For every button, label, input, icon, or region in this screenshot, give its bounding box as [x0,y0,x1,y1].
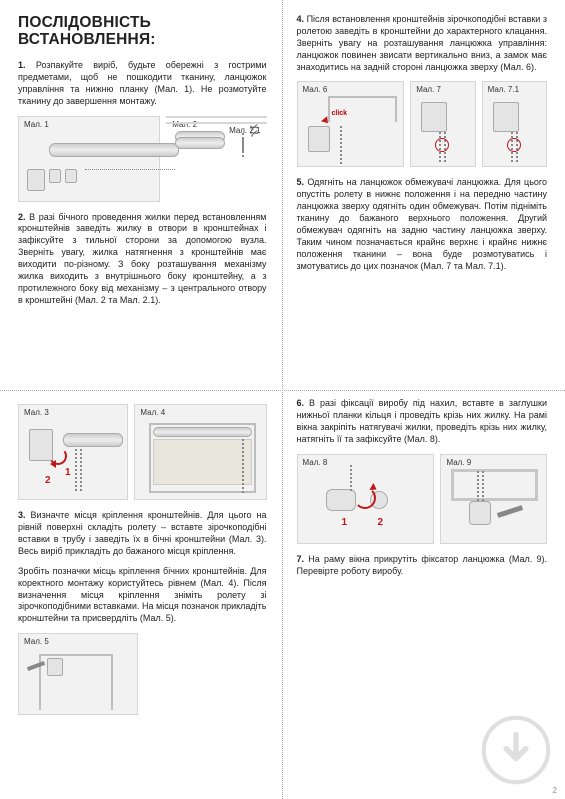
figure-7-1: Мал. 7.1 [482,81,547,167]
quadrant-left-top: ПОСЛІДОВНІСТЬ ВСТАНОВЛЕННЯ: 1. Розпакуйт… [0,0,283,388]
figure-set-1: Мал. 1 Мал. 2 ✂ Мал. 2.1 [18,116,267,202]
screwdriver-icon [497,505,523,518]
chain-icon [85,169,175,170]
figure-5-label: Мал. 5 [24,637,49,646]
bracket-icon [47,658,63,676]
chain-icon [80,449,82,493]
figure-9-label: Мал. 9 [446,458,471,467]
step-5-body: Одягніть на ланцюжок обмежувачі ланцюжка… [297,177,548,270]
page-title: ПОСЛІДОВНІСТЬ ВСТАНОВЛЕННЯ: [18,14,267,48]
limiter-highlight-icon [435,138,449,152]
step-num-1: 1. [18,60,26,70]
roller-tube-icon [49,143,179,157]
quadrant-right-bottom: 6. В разі фіксації виробу під нахил, вст… [283,388,565,799]
step-2-text: 2. В разі бічного проведення жилки перед… [18,212,267,307]
figure-7-label: Мал. 7 [416,85,441,94]
page: ПОСЛІДОВНІСТЬ ВСТАНОВЛЕННЯ: 1. Розпакуйт… [0,0,565,799]
chain-icon [242,439,244,495]
step-num-3: 3. [18,510,26,520]
figure-3: Мал. 3 1 2 [18,404,128,500]
quadrant-right-top: 4. Після встановлення кронштейнів зірочк… [283,0,565,388]
step-4-body: Після встановлення кронштейнів зірочкопо… [297,14,548,72]
figure-5: Мал. 5 [18,633,138,715]
step-num-5: 5. [297,177,305,187]
chain-icon [482,471,484,503]
figure-8: Мал. 8 1 2 [297,454,435,544]
step-3b-text: Зробіть позначки місць кріплення бічних … [18,566,267,625]
bracket-icon [308,126,330,152]
step-num-6: 6. [297,398,305,408]
roller-icon [175,137,225,149]
step-num-7: 7. [297,554,305,564]
small-part-icon [65,169,77,183]
figure-set-6-7: Мал. 6 click Мал. 7 Мал. 7.1 [297,81,548,167]
mechanism-icon [421,102,447,132]
figure-4-label: Мал. 4 [140,408,165,417]
step-5-text: 5. Одягніть на ланцюжок обмежувачі ланцю… [297,177,548,272]
step-6-text: 6. В разі фіксації виробу під нахил, вст… [297,398,548,446]
step-num-4: 4. [297,14,305,24]
figure-3-label: Мал. 3 [24,408,49,417]
figure-6-label: Мал. 6 [303,85,328,94]
figure-1: Мал. 1 [18,116,160,202]
step-7-text: 7. На раму вікна прикрутіть фіксатор лан… [297,554,548,578]
cord-icon [350,465,352,493]
figure-7-1-label: Мал. 7.1 [488,85,519,94]
step-7-body: На раму вікна прикрутіть фіксатор ланцюж… [297,554,548,576]
quadrant-left-bottom: Мал. 3 1 2 Мал. 4 3. Визначте місця кріп… [0,388,283,799]
chain-icon [242,139,244,159]
figure-set-3-4: Мал. 3 1 2 Мал. 4 [18,404,267,500]
bracket-icon [27,169,45,191]
step-1-body: Розпакуйте виріб, будьте обережні з гост… [18,60,267,106]
page-number: 2 [553,786,557,795]
figure-2: Мал. 2 ✂ [166,116,266,118]
watermark-icon [481,715,551,785]
figure-set-5: Мал. 5 [18,633,267,715]
red-num-2: 2 [45,475,51,486]
figure-2-group: Мал. 2 ✂ Мал. 2.1 ✂ [166,116,266,124]
figure-7: Мал. 7 [410,81,475,167]
mechanism-icon [493,102,519,132]
figure-4: Мал. 4 [134,404,266,500]
frame-icon [451,469,538,501]
step-num-2: 2. [18,212,26,222]
fabric-icon [153,439,251,485]
figure-2-1: Мал. 2.1 ✂ [166,122,266,124]
chain-icon [340,126,342,164]
figure-8-label: Мал. 8 [303,458,328,467]
step-6-body: В разі фіксації виробу під нахил, вставт… [297,398,548,444]
window-frame-icon [328,96,398,122]
red-arrow-icon [50,460,56,468]
figure-9: Мал. 9 [440,454,547,544]
roller-icon [63,433,123,447]
roller-icon [153,427,251,437]
figure-set-8-9: Мал. 8 1 2 Мал. 9 [297,454,548,544]
step-3-body: Визначте місця кріплення кронштейнів. Дл… [18,510,267,556]
step-1-text: 1. Розпакуйте виріб, будьте обережні з г… [18,60,267,108]
red-num-2: 2 [378,517,384,528]
step-4-text: 4. Після встановлення кронштейнів зірочк… [297,14,548,73]
step-3-text: 3. Визначте місця кріплення кронштейнів.… [18,510,267,558]
figure-6: Мал. 6 click [297,81,405,167]
limiter-highlight-icon [507,138,521,152]
red-num-1: 1 [65,467,71,478]
chain-icon [477,471,479,503]
chain-icon [75,449,77,493]
red-num-1: 1 [342,517,348,528]
step-2-body: В разі бічного проведення жилки перед вс… [18,212,267,305]
chain-fixator-icon [469,501,491,525]
small-part-icon [49,169,61,183]
click-label: click [332,110,348,117]
red-arrow-icon [321,117,331,127]
